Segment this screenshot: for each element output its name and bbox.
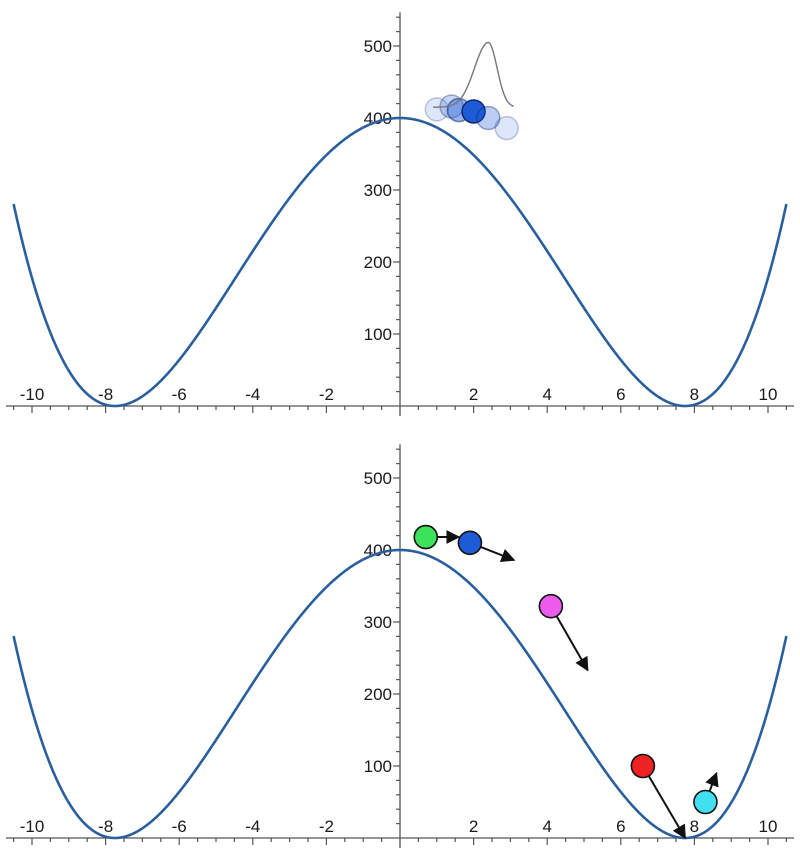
y-tick-label: 500 <box>364 37 392 56</box>
x-tick-label: 10 <box>759 817 778 836</box>
velocity-arrow <box>705 771 719 792</box>
ball-ghost <box>494 115 519 141</box>
x-tick-label: -2 <box>319 385 334 404</box>
ball <box>413 524 439 550</box>
x-tick-label: -10 <box>20 385 45 404</box>
ball-ghost <box>461 99 486 124</box>
ball <box>538 593 564 619</box>
x-tick-label: -8 <box>98 817 113 836</box>
x-tick-label: 2 <box>469 385 478 404</box>
ball-ghost <box>424 97 450 122</box>
x-tick-label: 2 <box>469 817 478 836</box>
x-tick-label: -6 <box>172 385 187 404</box>
y-tick-label: 100 <box>364 325 392 344</box>
x-tick-label: -10 <box>20 817 45 836</box>
velocity-arrow <box>555 615 589 672</box>
x-tick-label: 8 <box>690 385 699 404</box>
potential-curve <box>12 116 788 408</box>
x-tick-label: 8 <box>690 817 699 836</box>
y-tick-label: 300 <box>364 613 392 632</box>
ball <box>457 530 483 556</box>
y-tick-label: 200 <box>364 685 392 704</box>
x-tick-label: -6 <box>172 817 187 836</box>
x-tick-label: 6 <box>616 385 625 404</box>
y-tick-label: 500 <box>364 469 392 488</box>
x-tick-label: 4 <box>542 385 551 404</box>
velocity-arrow <box>480 546 516 563</box>
y-tick-label: 100 <box>364 757 392 776</box>
y-tick-label: 300 <box>364 181 392 200</box>
x-tick-label: -4 <box>245 817 260 836</box>
x-tick-label: -2 <box>319 817 334 836</box>
ball-ghost <box>476 105 501 131</box>
y-tick-label: 200 <box>364 253 392 272</box>
distribution-sketch <box>433 41 514 108</box>
x-tick-label: 4 <box>542 817 551 836</box>
x-tick-label: 10 <box>759 385 778 404</box>
ball <box>630 753 656 779</box>
velocity-arrow <box>647 775 687 840</box>
x-tick-label: 6 <box>616 817 625 836</box>
ball <box>693 789 718 815</box>
potential-curve <box>12 548 788 840</box>
x-tick-label: -4 <box>245 385 260 404</box>
x-tick-label: -8 <box>98 385 113 404</box>
